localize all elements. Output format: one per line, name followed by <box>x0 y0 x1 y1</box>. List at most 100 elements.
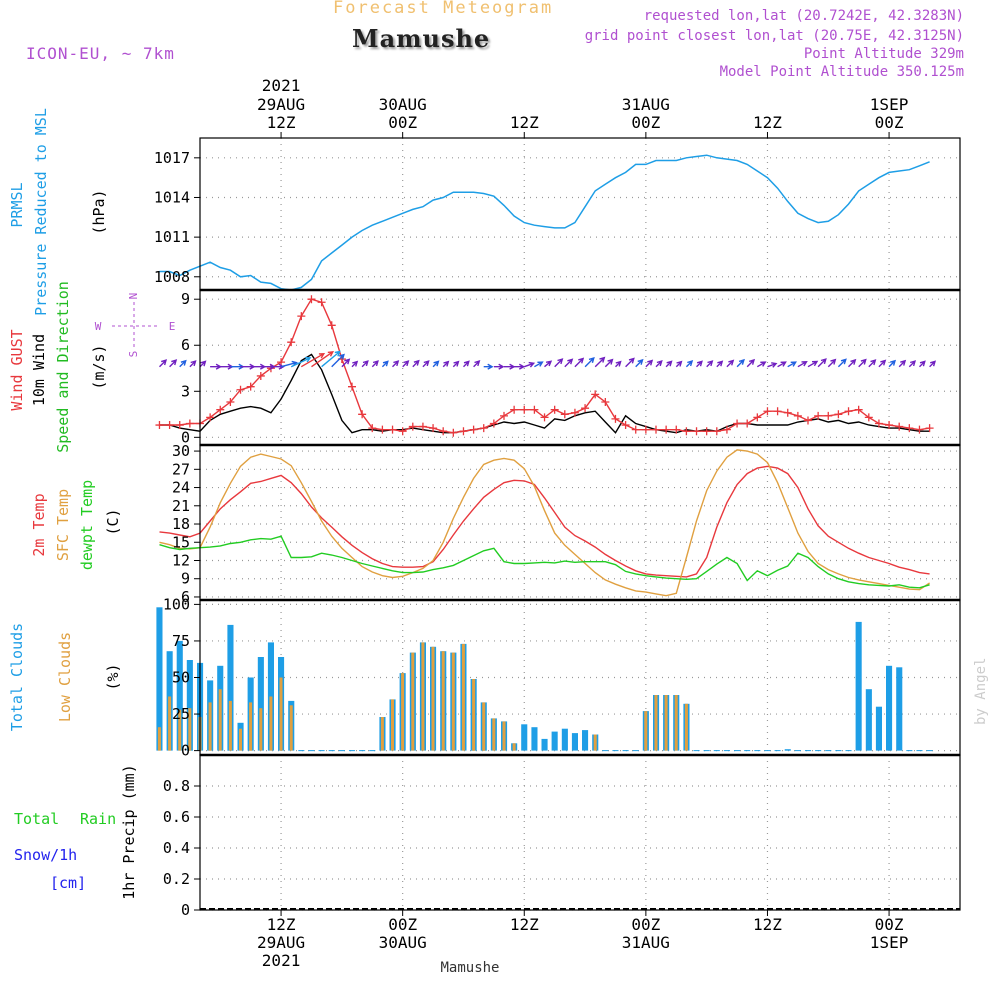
low-clouds-bar <box>664 695 668 751</box>
y-tick-label: 3 <box>181 382 190 400</box>
gust-marker <box>915 425 924 434</box>
gust-marker <box>175 421 184 430</box>
gust-marker <box>611 414 620 423</box>
gust-marker <box>702 427 711 436</box>
total-clouds-bar <box>855 621 862 751</box>
gust-marker <box>844 407 853 416</box>
wind-direction-arrow <box>706 360 714 368</box>
y-tick-label: 24 <box>172 479 190 497</box>
gust-marker <box>327 321 336 330</box>
y-tick-label: 15 <box>172 533 190 551</box>
wind-direction-arrow <box>746 358 756 368</box>
requested-coords: requested lon,lat (20.7242E, 42.3283N) <box>643 8 964 24</box>
sfc-temp-line <box>159 449 930 597</box>
y-tick-label: 9 <box>181 570 190 588</box>
compass-e-label: E <box>169 320 176 333</box>
low-clouds-bar <box>259 708 263 751</box>
gust-marker <box>864 413 873 422</box>
y-tick-label: 27 <box>172 460 190 478</box>
gust-marker <box>520 405 529 414</box>
wind-gust-label: Wind GUST <box>8 329 26 410</box>
wind10-line <box>159 353 930 434</box>
gust-marker <box>793 411 802 420</box>
wind-direction-arrow <box>493 363 505 370</box>
gust-marker <box>692 427 701 436</box>
low-clouds-bar <box>279 677 283 751</box>
total-clouds-bar <box>531 727 538 751</box>
low-clouds-bar <box>188 708 192 751</box>
gust-marker <box>905 424 914 433</box>
low-clouds-bar <box>451 652 455 751</box>
gust-marker <box>925 424 934 433</box>
wind-direction-arrow <box>767 362 778 368</box>
wind-direction-arrow <box>554 358 564 368</box>
wind-direction-arrow <box>504 363 516 370</box>
low-clouds-bar <box>512 743 516 751</box>
grid-point-coords: grid point closest lon,lat (20.75E, 42.3… <box>584 28 964 44</box>
total-clouds-bar <box>886 665 893 751</box>
gust-marker <box>368 424 377 433</box>
top-hour-label: 12Z <box>753 113 782 132</box>
bottom-hour-label: 12Z <box>267 915 296 934</box>
wind-direction-arrow <box>331 353 345 368</box>
top-hour-label: 12Z <box>510 113 539 132</box>
wind-direction-arrow <box>524 361 536 368</box>
top-date-label: 31AUG <box>622 95 670 114</box>
total-clouds-bar <box>227 624 234 751</box>
wind-direction-arrow <box>919 360 926 368</box>
total-clouds-bar <box>156 607 163 751</box>
y-tick-label: 0 <box>181 901 190 919</box>
gust-marker <box>783 408 792 417</box>
wind-direction-arrow <box>625 357 635 368</box>
low-clouds-bar <box>391 699 394 751</box>
wind-direction-arrow <box>797 360 808 368</box>
wind-direction-arrow <box>675 360 683 368</box>
gust-marker <box>874 419 883 428</box>
precip-rain-label: Rain <box>80 810 116 828</box>
y-tick-label: 18 <box>172 515 190 533</box>
y-tick-label: 1014 <box>154 188 190 206</box>
wind-direction-arrow <box>635 358 644 368</box>
low-clouds-bar <box>674 695 678 751</box>
gust-marker <box>621 421 630 430</box>
top-hour-label: 00Z <box>875 113 904 132</box>
gust-marker <box>773 407 782 416</box>
wind-direction-arrow <box>645 359 654 368</box>
wind-direction-arrow <box>858 358 867 368</box>
wind-direction-arrow <box>584 356 595 368</box>
total-clouds-bar <box>176 640 183 751</box>
gust-marker <box>662 425 671 434</box>
wind-direction-arrow <box>736 358 745 368</box>
wind-direction-arrow <box>381 360 389 368</box>
total-clouds-label: Total Clouds <box>8 623 26 731</box>
panel-frame <box>199 754 961 911</box>
wind-direction-arrow <box>442 360 450 368</box>
wind-direction-arrow <box>726 359 735 368</box>
point-altitude: Point Altitude 329m <box>803 46 964 62</box>
wind-direction-arrow <box>837 358 847 368</box>
wind-direction-arrow <box>514 363 526 370</box>
wind-direction-arrow <box>361 360 369 368</box>
low-clouds-bar <box>249 702 253 751</box>
gust-marker <box>804 416 812 425</box>
wind-direction-arrow <box>807 360 819 368</box>
gust-marker <box>885 421 894 430</box>
low-clouds-bar <box>208 702 212 751</box>
gust-marker <box>824 411 833 420</box>
top-hour-label: 00Z <box>388 113 417 132</box>
model-altitude: Model Point Altitude 350.125m <box>719 64 964 80</box>
wind-10m-label: 10m Wind <box>30 334 48 406</box>
top-hour-label: 00Z <box>631 113 660 132</box>
wind-direction-arrow <box>392 360 400 368</box>
low-clouds-bar <box>421 642 425 751</box>
low-clouds-bar <box>239 728 242 751</box>
wind-direction-arrow <box>412 359 420 368</box>
gust-marker <box>429 424 438 433</box>
top-hour-label: 12Z <box>267 113 296 132</box>
low-clouds-bar <box>168 696 172 751</box>
total-clouds-bar <box>551 731 558 751</box>
wind-direction-arrow <box>574 357 585 368</box>
gust-marker <box>317 298 326 307</box>
